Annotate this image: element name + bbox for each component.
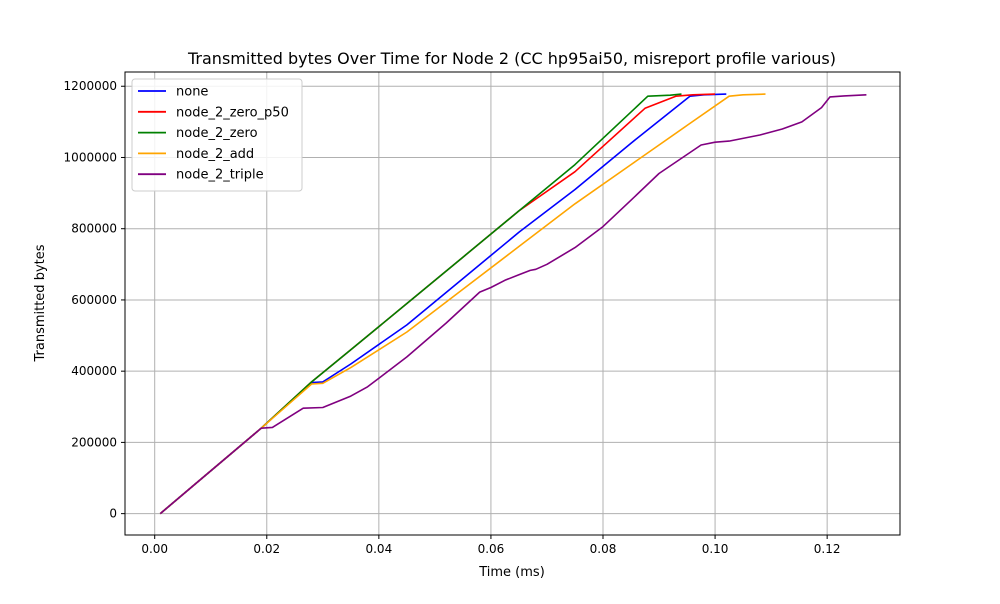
legend-label: node_2_zero [176,126,258,141]
x-tick-label: 0.00 [141,542,168,556]
y-tick-label: 1200000 [64,79,117,93]
x-axis-title: Time (ms) [478,565,545,580]
y-axis-title: Transmitted bytes [33,244,48,362]
x-tick-label: 0.04 [365,542,392,556]
x-tick-label: 0.10 [702,542,729,556]
x-tick-label: 0.08 [590,542,617,556]
x-tick-label: 0.02 [253,542,280,556]
legend-label: node_2_add [176,147,254,162]
legend-label: none [176,85,208,100]
y-tick-label: 400000 [71,364,117,378]
legend: none node_2_zero_p50 node_2_zero node_2_add… [132,79,302,191]
x-tick-label: 0.06 [478,542,505,556]
y-tick-label: 0 [109,507,117,521]
y-tick-label: 1000000 [64,150,117,164]
y-tick-label: 200000 [71,435,117,449]
legend-label: node_2_zero_p50 [176,105,289,120]
y-tick-label: 800000 [71,222,117,236]
chart-title: Transmitted bytes Over Time for Node 2 (… [187,49,836,68]
x-tick-label: 0.12 [814,542,841,556]
y-tick-label: 600000 [71,293,117,307]
legend-label: node_2_triple [176,168,264,183]
